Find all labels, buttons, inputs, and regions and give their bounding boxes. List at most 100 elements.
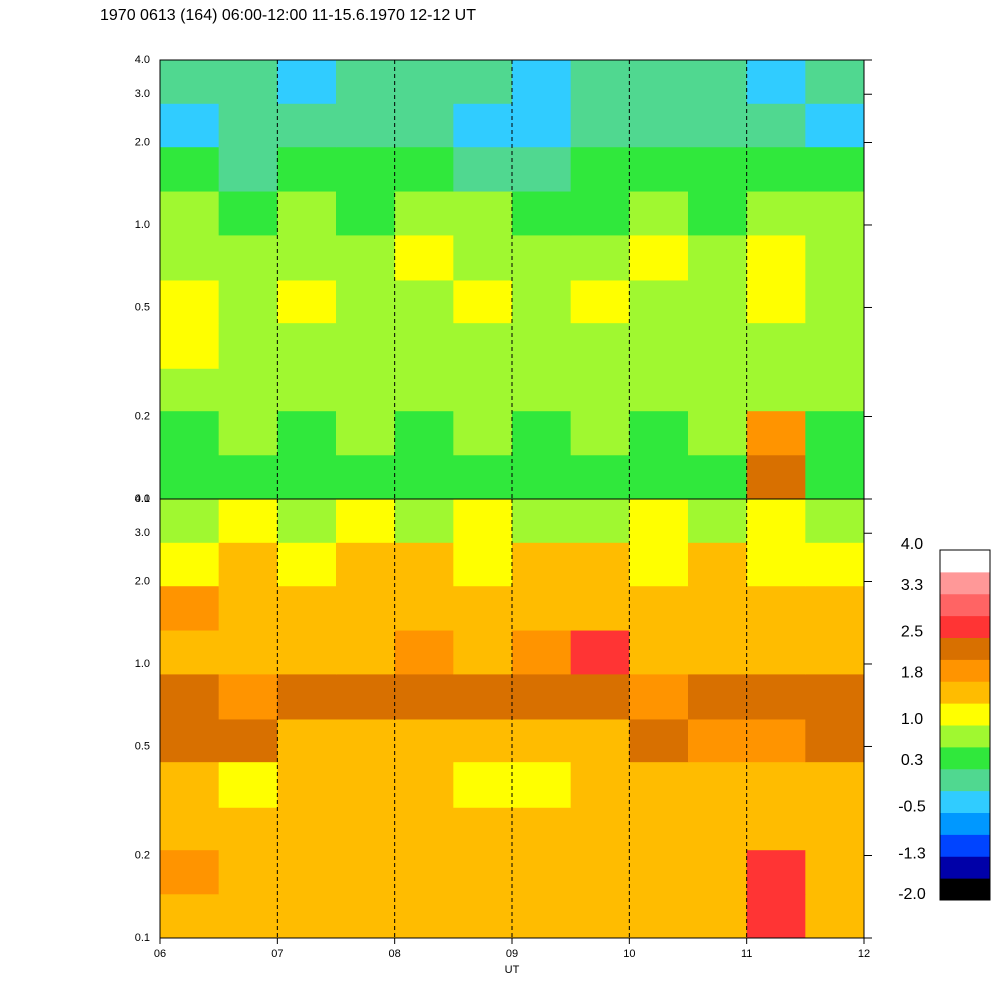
colorbar-label: 0.3 (901, 752, 923, 769)
heatmap-cell (805, 630, 865, 675)
colorbar-swatch (940, 725, 990, 748)
heatmap-cell (512, 761, 572, 808)
heatmap-cell (453, 499, 513, 543)
heatmap-cell (512, 60, 572, 104)
heatmap-cell (453, 807, 513, 851)
heatmap-cell (570, 849, 630, 895)
heatmap-cell (805, 673, 865, 720)
heatmap-cell (453, 368, 513, 412)
heatmap-cell (453, 673, 513, 720)
heatmap-cell (218, 807, 278, 851)
heatmap-cell (277, 630, 337, 675)
colorbar-swatch (940, 878, 990, 901)
heatmap-cell (453, 60, 513, 104)
heatmap-cell (570, 454, 630, 500)
heatmap-cell (218, 673, 278, 720)
heatmap-cell (160, 499, 220, 543)
heatmap-cell (160, 322, 220, 369)
heatmap-cell (453, 718, 513, 763)
y-tick-label: 0.5 (135, 740, 150, 752)
heatmap-cell (394, 234, 454, 281)
heatmap-cell (336, 146, 396, 192)
heatmap-cell (570, 322, 630, 369)
heatmap-cell (746, 718, 806, 763)
heatmap-cell (277, 60, 337, 104)
heatmap-cell (629, 454, 689, 500)
heatmap-cell (336, 630, 396, 675)
heatmap-cell (512, 191, 572, 236)
heatmap-cell (629, 761, 689, 808)
heatmap-cell (160, 454, 220, 500)
y-tick-label: 0.1 (135, 932, 150, 944)
heatmap-cell (218, 103, 278, 148)
colorbar-swatch (940, 790, 990, 813)
colorbar-label: -0.5 (898, 799, 926, 816)
heatmap-cell (570, 807, 630, 851)
heatmap-cell (746, 673, 806, 720)
x-tick-label: 10 (623, 948, 635, 960)
heatmap-cell (394, 630, 454, 675)
heatmap-cell (277, 146, 337, 192)
heatmap-cell (160, 191, 220, 236)
heatmap-cell (629, 191, 689, 236)
heatmap-cell (394, 542, 454, 587)
heatmap-cell (805, 454, 865, 500)
heatmap-cell (570, 368, 630, 412)
heatmap-cell (277, 191, 337, 236)
heatmap-cell (218, 146, 278, 192)
heatmap-cell (336, 322, 396, 369)
heatmap-cell (629, 410, 689, 456)
heatmap-cell (218, 718, 278, 763)
heatmap-cell (746, 234, 806, 281)
y-tick-label: 3.0 (135, 88, 150, 100)
heatmap-cell (570, 410, 630, 456)
x-tick-label: 09 (506, 948, 518, 960)
y-tick-label: 3.0 (135, 527, 150, 539)
heatmap-cell (629, 60, 689, 104)
heatmap-cell (629, 499, 689, 543)
heatmap-cell (336, 718, 396, 763)
colorbar-swatch (940, 593, 990, 617)
heatmap-cell (629, 718, 689, 763)
heatmap-cell (746, 322, 806, 369)
heatmap-cell (453, 893, 513, 939)
heatmap-cell (160, 146, 220, 192)
heatmap-cell (160, 234, 220, 281)
heatmap-cell (160, 368, 220, 412)
heatmap-cell (512, 410, 572, 456)
y-tick-label: 0.1 (135, 493, 150, 505)
heatmap-cell (512, 499, 572, 543)
colorbar-frame (939, 549, 991, 901)
heatmap-cell (218, 60, 278, 104)
heatmap-cell (805, 60, 865, 104)
heatmap-cell (688, 103, 748, 148)
heatmap-cell (512, 368, 572, 412)
heatmap-cell (277, 454, 337, 500)
x-tick-label: 07 (271, 948, 283, 960)
heatmap-cell (336, 849, 396, 895)
heatmap-cell (336, 368, 396, 412)
heatmap-cell (394, 146, 454, 192)
y-tick-label: 0.2 (135, 849, 150, 861)
heatmap-cell (277, 410, 337, 456)
heatmap-cell (805, 103, 865, 148)
heatmap-cell (453, 146, 513, 192)
heatmap-cell (570, 103, 630, 148)
heatmap-cell (688, 322, 748, 369)
heatmap-cell (218, 893, 278, 939)
heatmap-cell (688, 718, 748, 763)
heatmap-cell (570, 146, 630, 192)
heatmap-cell (336, 542, 396, 587)
heatmap-cell (746, 630, 806, 675)
heatmap-cell (160, 849, 220, 895)
heatmap-cell (453, 542, 513, 587)
heatmap-cell (336, 499, 396, 543)
heatmap-cell (394, 807, 454, 851)
heatmap-cell (218, 630, 278, 675)
y-tick-label: 4.0 (135, 493, 150, 505)
heatmap-cell (688, 454, 748, 500)
heatmap-cell (160, 630, 220, 675)
heatmap-cell (336, 60, 396, 104)
heatmap-cell (570, 893, 630, 939)
